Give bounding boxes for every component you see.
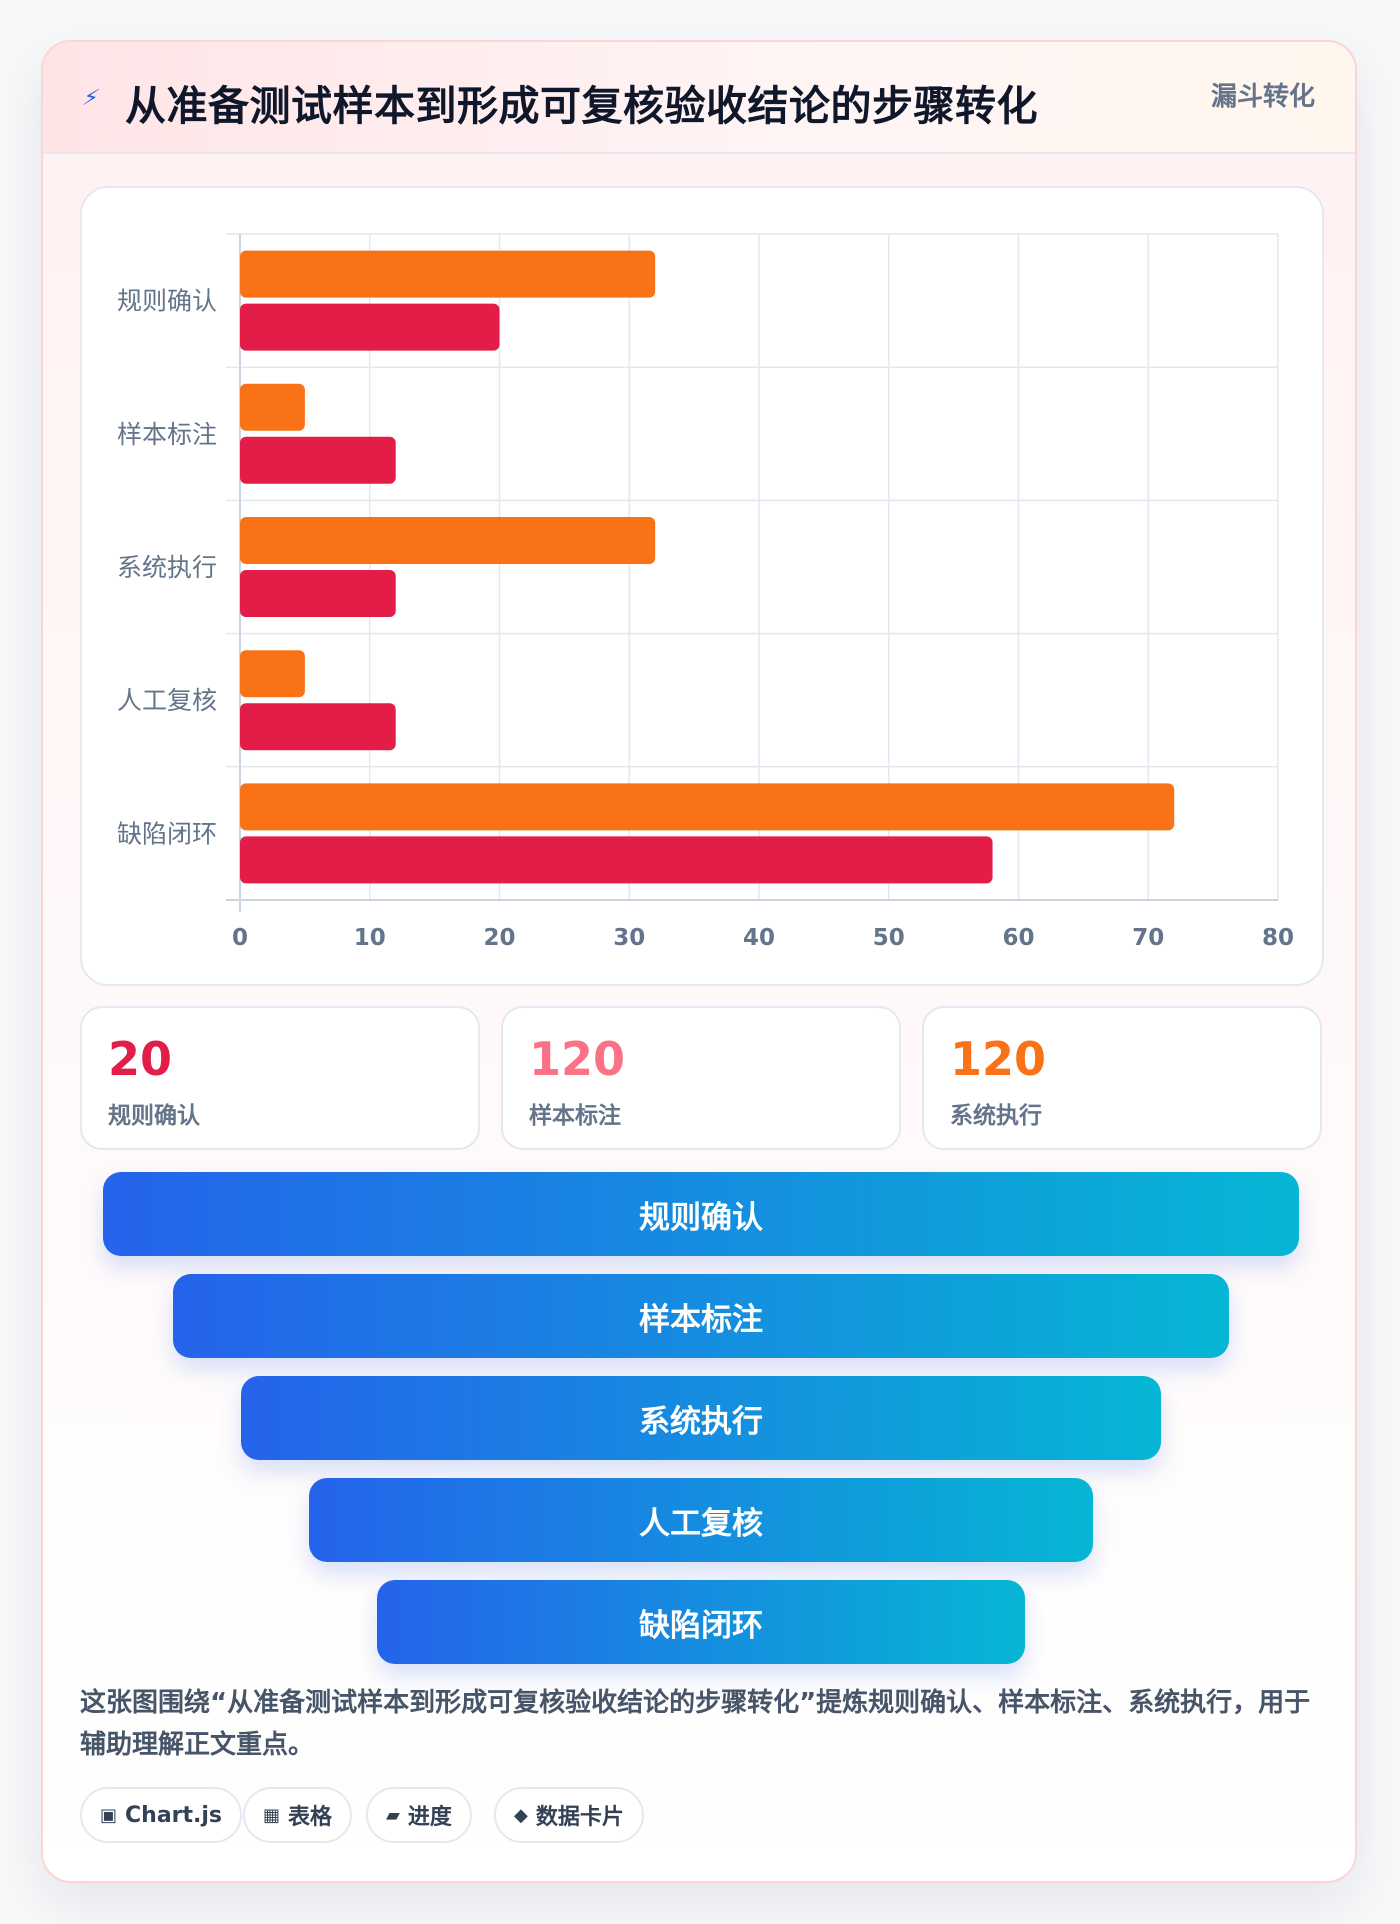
tag-label: Chart.js (125, 1802, 223, 1828)
x-tick-label: 20 (483, 925, 515, 951)
card: ⚡ 从准备测试样本到形成可复核验收结论的步骤转化 漏斗转化 0 10 20 30 40 5… (41, 40, 1357, 1883)
bar (240, 703, 396, 751)
tag-label: 进度 (407, 1805, 452, 1830)
bar (240, 303, 500, 351)
tag-chip[interactable]: ◆ 数据卡片 (494, 1787, 644, 1843)
y-tick-label: 样本标注 (117, 420, 217, 449)
page-title: 从准备测试样本到形成可复核验收结论的步骤转化 (125, 82, 1038, 130)
stat-value: 120 (529, 1032, 626, 1086)
stat-value: 120 (950, 1032, 1047, 1086)
bar (240, 250, 656, 298)
stat-card: 120 样本标注 (501, 1006, 901, 1150)
funnel-stage: 规则确认 (103, 1172, 1299, 1256)
chart-icon: ▣ (100, 1804, 118, 1826)
bar (240, 836, 993, 884)
bar (240, 570, 396, 617)
funnel-stage: 人工复核 (309, 1478, 1093, 1562)
table-icon: ▦ (263, 1804, 281, 1826)
x-tick-label: 10 (354, 925, 386, 951)
x-tick-label: 70 (1132, 925, 1164, 951)
stat-card: 120 系统执行 (922, 1006, 1322, 1150)
stat-label: 规则确认 (108, 1103, 200, 1129)
tag-chip[interactable]: ▰ 进度 (366, 1787, 472, 1843)
funnel-stage: 系统执行 (241, 1376, 1161, 1460)
x-tick-label: 80 (1262, 925, 1294, 951)
bar (240, 783, 1175, 831)
y-tick-label: 规则确认 (117, 287, 217, 316)
chart-panel: 0 10 20 30 40 50 60 70 80 规则确认样本标注系统执行人工复核缺陷闭环 (80, 186, 1324, 986)
bar (240, 436, 396, 484)
funnel-stage: 样本标注 (173, 1274, 1229, 1358)
diamond-icon: ◆ (514, 1804, 528, 1826)
card-header: ⚡ 从准备测试样本到形成可复核验收结论的步骤转化 漏斗转化 (43, 42, 1355, 154)
y-tick-label: 人工复核 (117, 686, 217, 715)
tag-label: 表格 (288, 1805, 333, 1830)
tag-label: 数据卡片 (535, 1805, 624, 1830)
x-tick-label: 40 (743, 925, 775, 951)
x-tick-label: 50 (873, 925, 905, 951)
bar (240, 383, 305, 431)
bar (240, 650, 305, 698)
stat-label: 系统执行 (950, 1103, 1042, 1129)
stat-label: 样本标注 (529, 1103, 621, 1129)
tag-chip[interactable]: ▣ Chart.js (80, 1787, 243, 1843)
y-tick-label: 系统执行 (117, 553, 217, 582)
progress-icon: ▰ (386, 1804, 400, 1826)
tag-chip[interactable]: ▦ 表格 (243, 1787, 353, 1843)
x-tick-label: 0 (232, 925, 248, 951)
chart-description: 这张图围绕“从准备测试样本到形成可复核验收结论的步骤转化”提炼规则确认、样本标注… (80, 1688, 1311, 1760)
stat-value: 20 (108, 1032, 173, 1086)
x-tick-label: 60 (1002, 925, 1034, 951)
x-tick-label: 30 (613, 925, 645, 951)
funnel-stage: 缺陷闭环 (377, 1580, 1025, 1664)
chart-type-badge: 漏斗转化 (1210, 82, 1315, 112)
stat-card: 20 规则确认 (80, 1006, 480, 1150)
lightning-icon: ⚡ (79, 86, 102, 111)
y-tick-label: 缺陷闭环 (117, 819, 217, 848)
bar (240, 517, 656, 564)
